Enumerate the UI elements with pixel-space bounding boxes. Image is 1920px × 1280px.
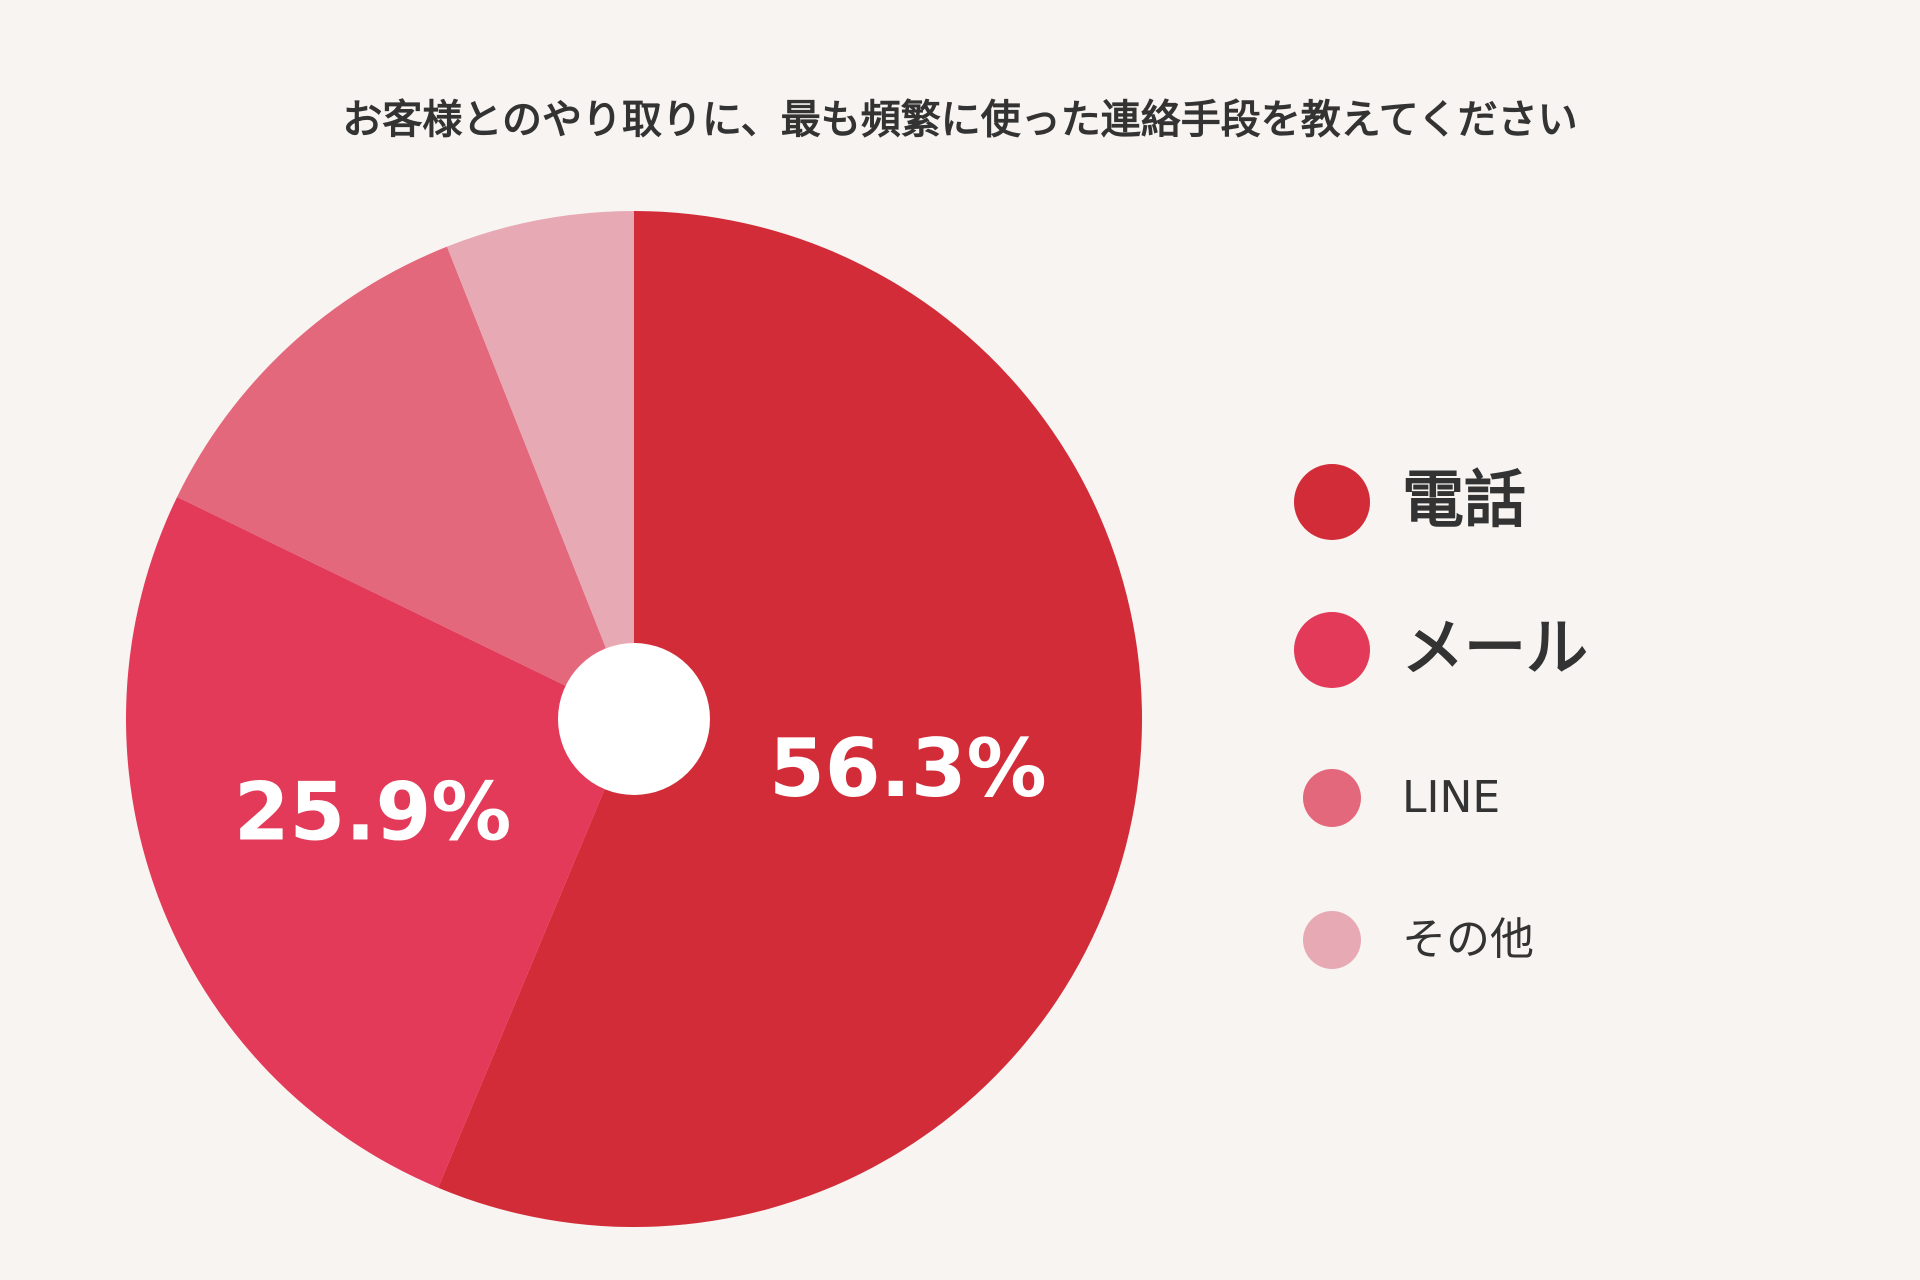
legend-swatch <box>1294 612 1370 688</box>
pie-slice <box>446 211 634 719</box>
pie-slice <box>438 211 1143 1227</box>
chart-title: お客様とのやり取りに、最も頻繁に使った連絡手段を教えてください <box>342 97 1577 143</box>
legend-swatch <box>1303 769 1361 827</box>
legend-swatch <box>1303 911 1361 969</box>
legend-label: メール <box>1402 611 1588 684</box>
pie-slice <box>125 496 635 1188</box>
legend-label: LINE <box>1402 772 1500 823</box>
value-label: 56.3% <box>769 722 1047 815</box>
pie-slice <box>177 246 635 720</box>
legend-swatch <box>1294 464 1370 540</box>
legend-label: 電話 <box>1402 463 1526 536</box>
donut-hole <box>558 643 710 795</box>
legend-label: その他 <box>1402 914 1534 965</box>
value-label: 25.9% <box>234 766 512 859</box>
